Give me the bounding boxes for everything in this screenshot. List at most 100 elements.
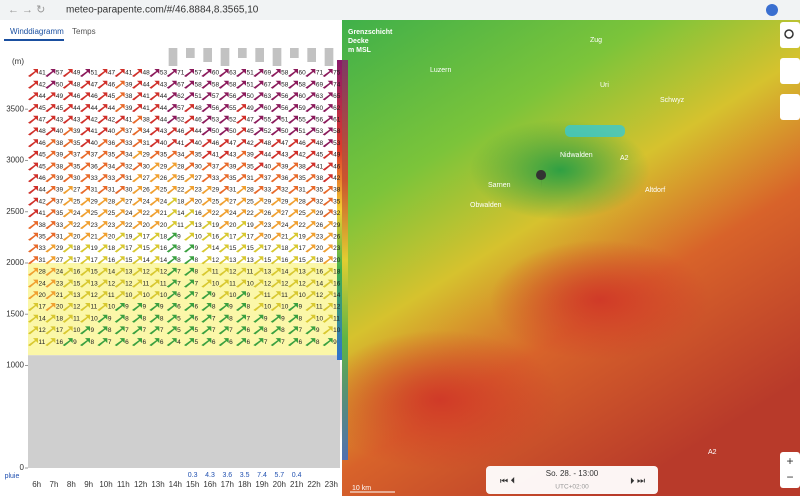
wind-arrow [80,174,90,183]
wind-arrow [218,186,229,194]
wind-arrow [97,279,108,288]
wind-arrow [322,221,333,230]
wind-speed: 43 [160,128,168,135]
place-label: Sarnen [488,182,511,189]
url[interactable]: meteo-parapente.com/#/46.8884,8.3565,10 [66,5,259,16]
wind-speed: 20 [229,222,237,229]
scale-bar [337,60,342,360]
wind-speed: 9 [212,292,216,299]
wind-speed: 12 [125,280,133,287]
wind-arrow [80,115,90,124]
y-tick-label: 3500 [6,104,24,113]
zoom-box [780,452,800,488]
wind-speed: 11 [281,292,288,299]
wind-speed: 18 [108,245,116,252]
rain-value: 3.5 [240,472,250,479]
wind-arrow [253,104,264,113]
wind-speed: 44 [108,105,116,112]
chart-button[interactable] [780,94,800,120]
wind-arrow [201,256,212,265]
wind-speed: 35 [247,163,255,170]
wind-speed: 74 [333,81,341,88]
wind-speed: 46 [195,117,203,124]
wind-speed: 47 [281,140,289,147]
wind-arrow [97,104,108,113]
wind-speed: 41 [91,128,99,135]
wind-arrow [149,267,160,276]
player-next[interactable]: ⏵ ⏭ [630,475,645,485]
wind-speed: 46 [108,81,116,88]
search[interactable] [780,22,800,48]
wind-speed: 29 [316,210,324,217]
wind-speed: 8 [125,315,129,322]
wind-speed: 23 [56,280,64,287]
wind-arrow [305,209,316,218]
wind-arrow [97,314,108,323]
y-tick-label: 2000 [6,258,24,267]
wind-speed: 62 [333,105,341,112]
wind-arrow [270,256,281,265]
wind-speed: 42 [39,81,47,88]
wind-speed: 48 [195,105,203,112]
settings[interactable] [780,58,800,84]
x-tick-label: 19h [255,480,268,489]
wind-speed: 20 [39,292,47,299]
wind-arrow [201,139,212,148]
x-tick-label: 15h [186,480,199,489]
terrain-red [320,330,560,470]
map-pin[interactable] [536,170,547,188]
wind-speed: 37 [73,152,81,159]
wind-arrow [270,115,281,124]
wind-speed: 8 [195,257,199,264]
wind-arrow [253,92,264,101]
back-button[interactable]: ← → ↻ [8,4,45,16]
wind-arrow [166,104,177,113]
tab[interactable]: Temps [72,27,96,36]
wind-speed: 45 [316,152,324,159]
wind-arrow [236,338,246,347]
wind-arrow [28,256,38,265]
wind-speed: 44 [91,105,99,112]
profile[interactable] [766,4,778,16]
wind-speed: 41 [125,117,133,124]
wind-speed: 11 [264,292,271,299]
wind-speed: 48 [143,70,151,77]
wind-arrow [97,174,108,183]
x-tick-label: 9h [84,480,93,489]
wind-speed: 40 [108,128,116,135]
zoom-button[interactable]: + [786,454,793,468]
wind-arrow [114,303,125,311]
wind-arrow [132,115,142,124]
tab[interactable]: Winddiagramm [10,27,64,36]
zoom-button[interactable]: − [786,470,793,484]
wind-speed: 48 [264,140,272,147]
wind-speed: 7 [264,339,268,346]
wind-arrow [62,338,73,347]
wind-speed: 14 [212,245,220,252]
wind-speed: 8 [299,315,303,322]
wind-arrow [322,186,333,194]
wind-speed: 39 [247,152,255,159]
wind-arrow [218,104,229,113]
wind-arrow [114,267,125,276]
wind-arrow [80,279,90,288]
wind-arrow [270,232,281,241]
wind-arrow [97,69,108,77]
wind-speed: 44 [143,81,151,88]
wind-speed: 27 [73,187,81,194]
wind-speed: 8 [177,245,181,252]
wind-speed: 19 [91,245,99,252]
wind-speed: 58 [333,128,341,135]
wind-speed: 15 [247,245,255,252]
wind-arrow [270,69,281,77]
wind-arrow [166,314,177,323]
wind-speed: 33 [212,175,220,182]
player-controls[interactable]: ⏮ ⏴ [500,475,515,485]
wind-arrow [236,127,246,136]
wind-speed: 53 [160,70,168,77]
wind-arrow [45,209,56,218]
wind-arrow [218,267,229,276]
wind-arrow [322,338,333,347]
wind-arrow [80,291,90,300]
wind-speed: 10 [229,292,237,299]
